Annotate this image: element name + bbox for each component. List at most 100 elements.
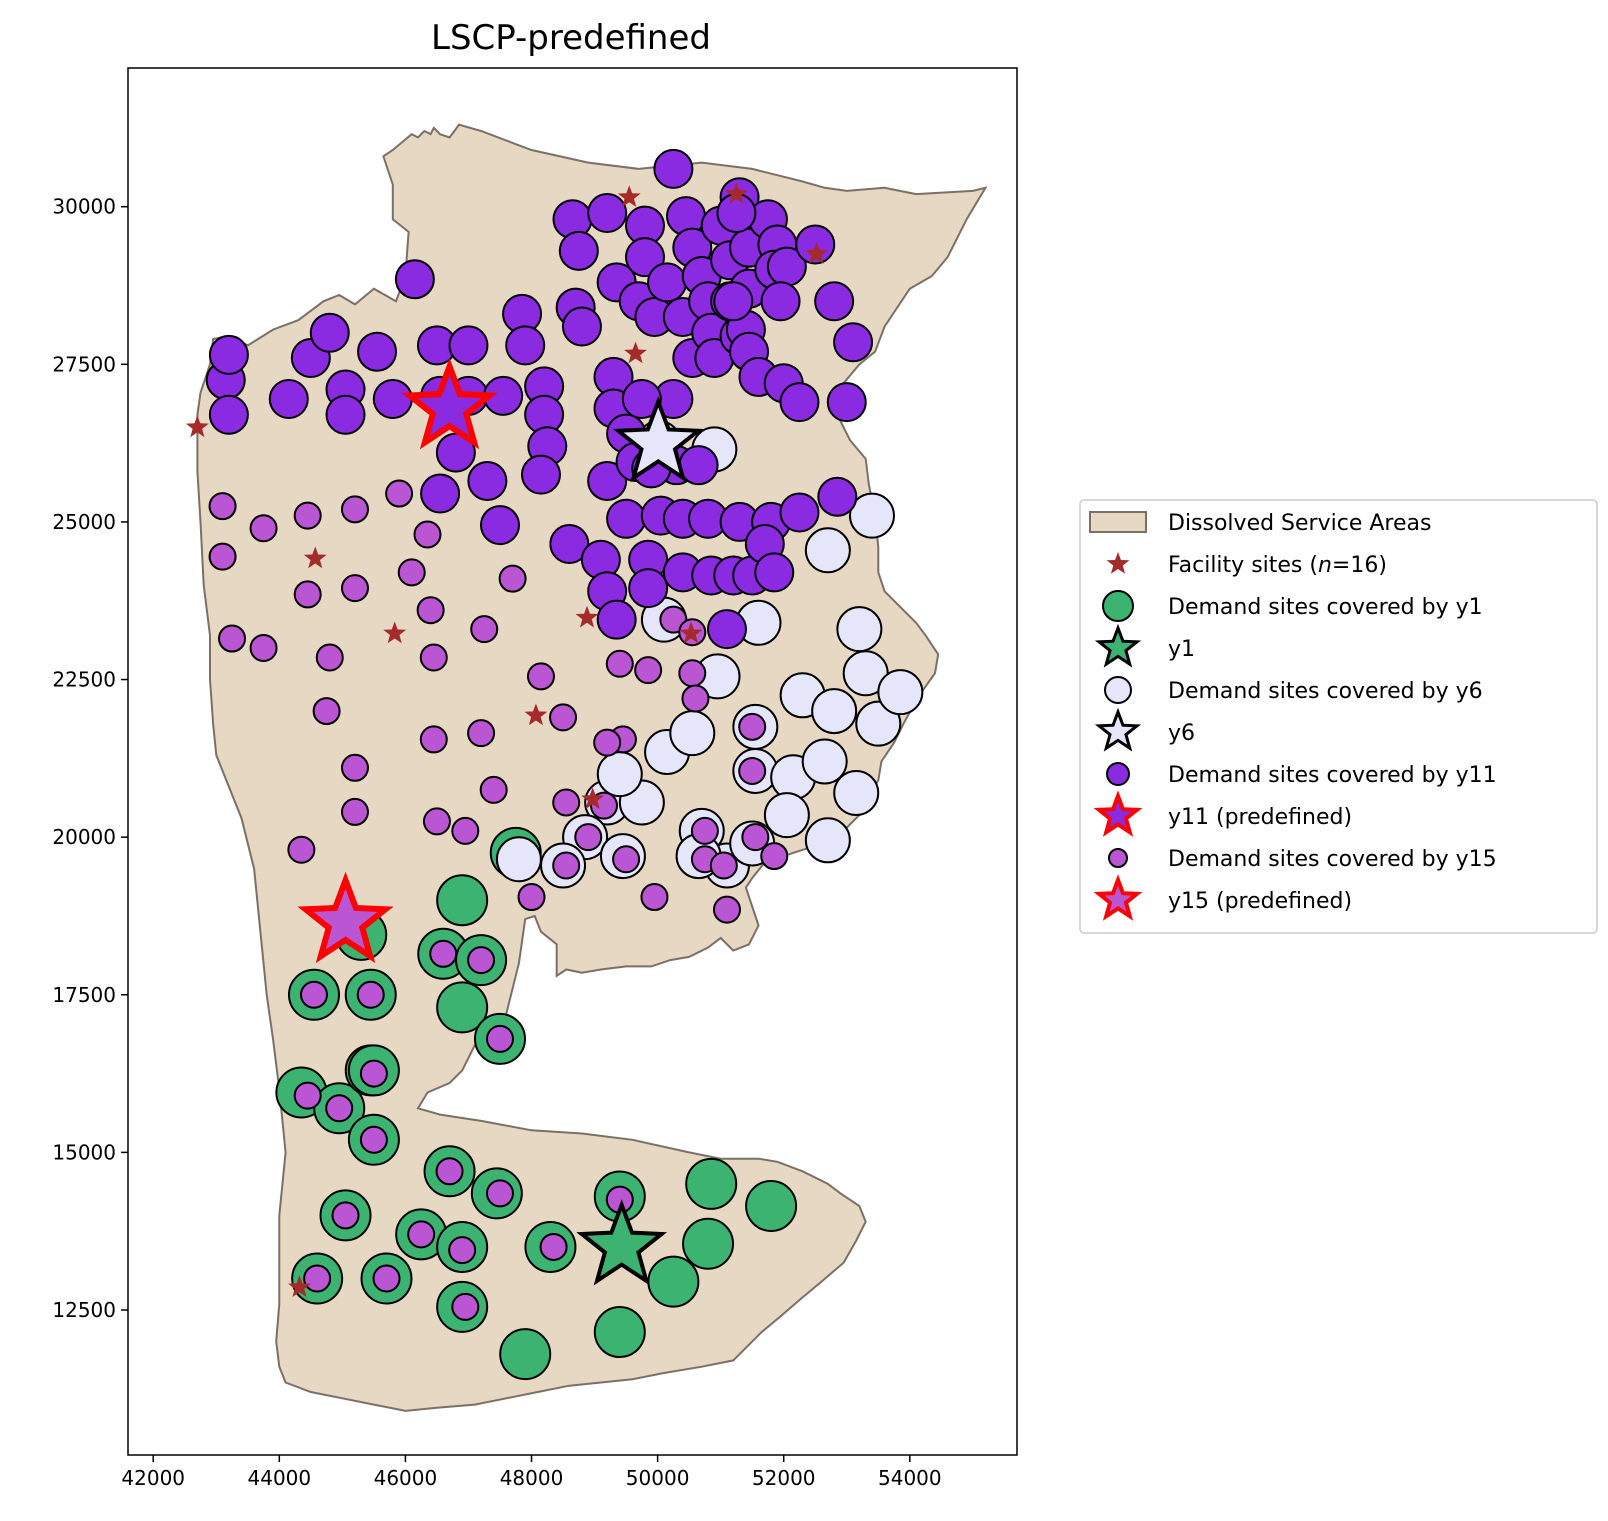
demand-site-y15 — [208, 492, 237, 521]
demand-site-y15 — [331, 1201, 360, 1230]
demand-site-y15 — [738, 756, 767, 785]
demand-site-y11 — [325, 394, 366, 435]
y-tick-label: 12500 — [52, 1298, 116, 1322]
demand-site-y15 — [372, 1264, 401, 1293]
x-tick-label: 52000 — [752, 1466, 816, 1490]
demand-site-y15 — [738, 712, 767, 741]
y11-predefined-star-marker — [401, 357, 498, 450]
demand-site-y15 — [419, 725, 448, 754]
demand-site-y15 — [325, 1094, 354, 1123]
facility-site-marker — [725, 182, 748, 204]
demand-site-y11 — [394, 259, 435, 300]
legend-swatch-y15-star — [1093, 874, 1143, 921]
demand-site-y15 — [498, 564, 527, 593]
legend-label: y1 — [1168, 637, 1195, 662]
demand-site-y15 — [385, 479, 414, 508]
demand-site-y15 — [340, 753, 369, 782]
legend-swatch-y11-demand — [1106, 762, 1130, 786]
legend-label: Demand sites covered by y15 — [1168, 847, 1497, 872]
plot-frame — [127, 67, 1018, 1456]
demand-site-y15 — [407, 1220, 436, 1249]
demand-site-y15 — [249, 634, 278, 663]
demand-site-y15 — [517, 883, 546, 912]
demand-site-y15 — [640, 883, 669, 912]
demand-site-y15 — [552, 851, 581, 880]
demand-site-y6 — [801, 738, 848, 785]
demand-site-y11 — [268, 378, 309, 419]
demand-site-y15 — [690, 816, 719, 845]
demand-site-y11 — [520, 454, 561, 495]
demand-site-y11 — [479, 505, 520, 546]
demand-site-y15 — [356, 980, 385, 1009]
demand-site-y15 — [470, 615, 499, 644]
demand-site-y15 — [218, 624, 247, 653]
demand-site-y11 — [606, 498, 647, 539]
y-tick-label: 22500 — [52, 668, 116, 692]
demand-site-y11 — [628, 568, 669, 609]
demand-site-y11 — [833, 322, 874, 363]
facility-site-marker — [185, 415, 209, 438]
demand-site-y15 — [634, 656, 663, 685]
demand-site-y11 — [817, 476, 858, 517]
legend-label: Dissolved Service Areas — [1168, 511, 1431, 536]
demand-site-y11 — [647, 262, 688, 303]
x-tick-label: 46000 — [374, 1466, 438, 1490]
demand-site-y15 — [359, 1059, 388, 1088]
demand-site-y15 — [467, 946, 496, 975]
facility-site-marker — [303, 546, 327, 569]
demand-site-y11 — [558, 230, 599, 271]
demand-site-y15 — [340, 495, 369, 524]
demand-site-y15 — [709, 851, 738, 880]
demand-site-y15 — [287, 835, 316, 864]
demand-site-y1 — [436, 981, 489, 1034]
demand-site-y1 — [685, 1157, 738, 1210]
demand-site-y11 — [505, 325, 546, 366]
demand-site-y11 — [760, 281, 801, 322]
demand-site-y15 — [293, 580, 322, 609]
facility-site-marker — [288, 1275, 311, 1298]
demand-site-y15 — [429, 939, 458, 968]
y-axis: 12500 15000 17500 20000 22500 25000 27500 30000 — [52, 195, 128, 1322]
demand-site-y11 — [754, 552, 795, 593]
x-tick-label: 48000 — [500, 1466, 564, 1490]
x-axis: 42000 44000 46000 48000 50000 52000 54000 — [121, 1455, 942, 1490]
demand-site-y11 — [621, 378, 662, 419]
demand-site-y15 — [312, 697, 341, 726]
demand-site-y11 — [467, 460, 508, 501]
demand-site-y11 — [561, 306, 602, 347]
y-tick-label: 17500 — [52, 983, 116, 1007]
legend-label: Facility sites (n=16) — [1168, 553, 1387, 578]
chart-title: LSCP-predefined — [431, 18, 711, 58]
demand-site-y15 — [760, 842, 789, 871]
demand-site-y15 — [435, 1157, 464, 1186]
demand-site-y15 — [741, 823, 770, 852]
demand-site-y15-group — [208, 479, 789, 1321]
y1-star-marker — [576, 1199, 668, 1286]
facility-site-marker — [575, 605, 599, 628]
legend-swatch-y11-star — [1093, 790, 1143, 837]
demand-site-y11 — [826, 382, 867, 423]
demand-site-y15 — [552, 788, 581, 817]
demand-site-y11 — [713, 281, 754, 322]
y-tick-label: 30000 — [52, 195, 116, 219]
demand-site-y11 — [795, 224, 836, 265]
y-tick-label: 15000 — [52, 1140, 116, 1164]
legend-box — [1079, 499, 1598, 934]
x-tick-label: 42000 — [121, 1466, 185, 1490]
facility-site-marker — [581, 787, 605, 810]
demand-site-y15 — [397, 558, 426, 587]
demand-site-y11 — [420, 473, 461, 514]
y-tick-label: 25000 — [52, 510, 116, 534]
demand-site-y15 — [340, 797, 369, 826]
demand-site-y15 — [485, 1179, 514, 1208]
demand-site-y11 — [596, 599, 637, 640]
demand-site-y15 — [451, 1292, 480, 1321]
demand-site-y15 — [315, 643, 344, 672]
facility-site-marker — [383, 621, 407, 644]
demand-site-y6 — [811, 688, 858, 735]
demand-site-y6 — [804, 817, 851, 864]
demand-site-y15 — [526, 662, 555, 691]
y6-star-marker — [612, 396, 704, 483]
legend-label: y6 — [1168, 721, 1195, 746]
demand-site-y11 — [448, 325, 489, 366]
